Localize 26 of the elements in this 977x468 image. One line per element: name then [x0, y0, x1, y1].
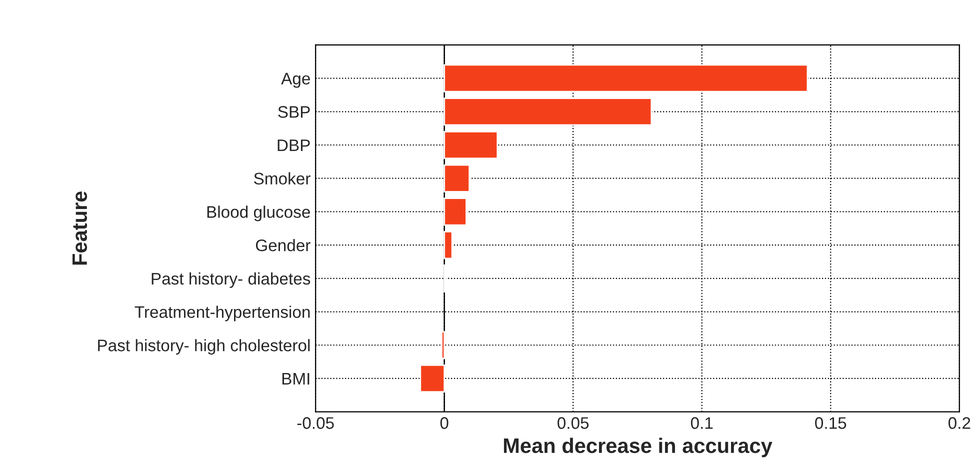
x-tick-label: -0.05	[297, 417, 334, 429]
y-tick-label: Gender	[256, 239, 310, 252]
y-tick-label: DBP	[278, 140, 310, 152]
x-tick-label: 0.05	[558, 417, 589, 429]
x-tick-label: 0.15	[815, 417, 846, 429]
y-tick-label: Age	[281, 72, 310, 88]
bar	[444, 164, 470, 192]
y-tick-label: Past history- diabetes	[152, 272, 310, 288]
y-tick-label: Past history- high cholesterol	[98, 339, 310, 355]
bar	[444, 130, 498, 160]
y-tick-label: Blood glucose	[207, 206, 310, 222]
bar	[441, 331, 446, 360]
y-tick-label: BMI	[282, 373, 310, 385]
bar	[444, 98, 652, 126]
bar	[444, 198, 467, 226]
bar	[444, 231, 453, 260]
bar	[444, 64, 808, 92]
x-tick-label: 0	[440, 417, 448, 429]
y-tick-label: SBP	[278, 106, 310, 118]
y-tick-label: Smoker	[254, 172, 310, 185]
x-tick-label: 0.2	[948, 417, 970, 429]
x-tick-label: 0.1	[690, 417, 713, 429]
y-axis-title: Feature	[72, 191, 88, 265]
y-tick-label: Treatment-hypertension	[134, 306, 310, 322]
bar	[420, 364, 446, 393]
x-axis-title: Mean decrease in accuracy	[504, 438, 772, 458]
